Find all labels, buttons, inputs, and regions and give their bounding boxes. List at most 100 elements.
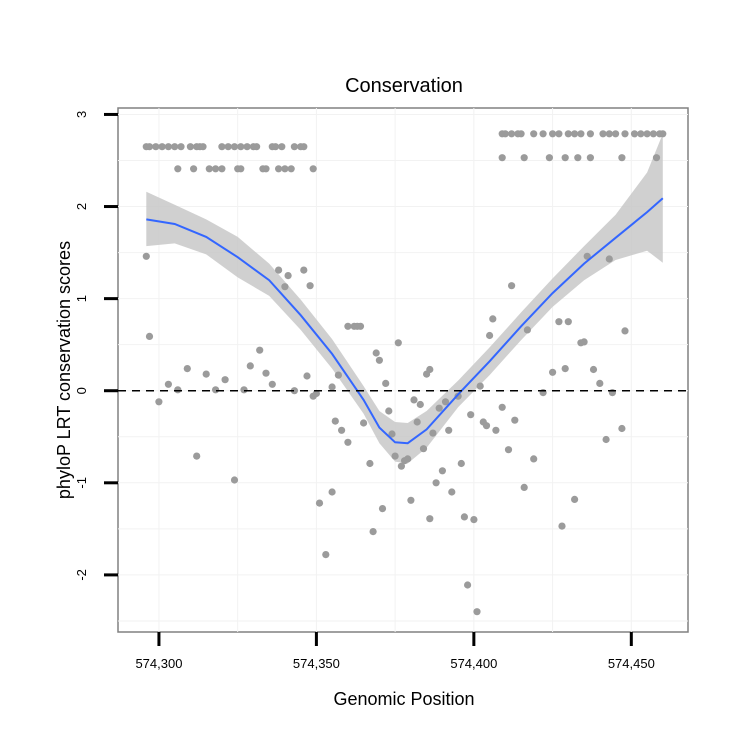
data-point [174, 386, 182, 394]
data-point [564, 318, 572, 326]
data-point [637, 130, 645, 138]
data-point [539, 130, 547, 138]
data-point [306, 282, 314, 290]
x-tick-label: 574,450 [608, 656, 655, 671]
data-point [621, 130, 629, 138]
data-point [328, 383, 336, 391]
data-point [186, 143, 194, 151]
data-point [152, 143, 160, 151]
data-point [511, 416, 519, 424]
data-point [580, 338, 588, 346]
data-point [300, 266, 308, 274]
data-point [558, 522, 566, 530]
data-point [344, 438, 352, 446]
data-point [473, 608, 481, 616]
data-point [322, 551, 330, 559]
points-layer [142, 130, 667, 616]
data-point [426, 365, 434, 374]
data-point [596, 379, 604, 387]
data-point [618, 154, 626, 162]
data-point [445, 426, 453, 434]
data-point [212, 386, 220, 394]
data-point [464, 581, 472, 589]
x-tick-label: 574,300 [135, 656, 182, 671]
data-point [256, 346, 264, 354]
data-point [489, 315, 497, 323]
data-point [142, 252, 150, 260]
data-point [275, 266, 283, 274]
data-point [577, 130, 585, 138]
data-point [659, 130, 667, 138]
data-point [549, 130, 557, 138]
data-point [315, 499, 324, 507]
data-point [448, 488, 456, 496]
data-point [224, 143, 232, 151]
y-axis-label: phyloP LRT conservation scores [54, 241, 74, 499]
plot-panel [117, 107, 689, 633]
x-tick-label: 574,350 [293, 656, 340, 671]
data-point [416, 400, 424, 409]
data-point [454, 392, 462, 400]
y-tick-label: -2 [74, 569, 89, 581]
data-point [561, 154, 569, 162]
data-point [366, 459, 374, 468]
data-point [328, 488, 336, 496]
data-point [356, 322, 365, 330]
data-point [508, 130, 516, 138]
data-point [460, 513, 468, 521]
data-point [571, 130, 579, 138]
data-point [586, 154, 595, 162]
data-point [164, 380, 172, 388]
data-point [284, 272, 292, 280]
y-tick-label: 2 [74, 203, 89, 210]
data-point [476, 382, 484, 390]
data-point [429, 429, 437, 437]
data-point [262, 165, 270, 173]
data-point [253, 143, 261, 151]
data-point [262, 369, 270, 377]
data-point [278, 143, 286, 151]
data-point [564, 130, 572, 138]
data-point [517, 130, 525, 138]
data-point [561, 365, 569, 373]
data-point [246, 362, 254, 370]
y-tick-label: 1 [74, 295, 89, 302]
data-point [145, 332, 154, 340]
data-point [467, 411, 475, 419]
y-tick-label: -1 [74, 477, 89, 489]
data-point [530, 455, 538, 463]
data-point [574, 154, 582, 162]
data-point [275, 165, 283, 173]
data-point [545, 154, 554, 162]
data-point [419, 445, 428, 453]
data-point [237, 143, 245, 151]
data-point [602, 435, 610, 444]
data-point [618, 424, 626, 433]
data-point [155, 398, 163, 406]
data-point [174, 165, 182, 173]
data-point [221, 376, 229, 384]
data-point [230, 476, 239, 484]
data-point [432, 479, 440, 487]
data-point [555, 318, 563, 326]
y-tick-label: 3 [74, 111, 89, 118]
data-point [312, 389, 320, 398]
data-point [394, 339, 402, 347]
data-point [212, 165, 220, 173]
data-point [397, 462, 405, 470]
data-point [303, 372, 311, 380]
data-point [410, 396, 418, 404]
y-tick-label: 0 [74, 387, 89, 394]
data-point [243, 143, 251, 151]
data-point [571, 495, 579, 503]
data-point [643, 130, 651, 138]
data-point [586, 130, 595, 138]
data-point [630, 130, 639, 138]
data-point [360, 419, 368, 427]
data-point [501, 130, 509, 138]
data-point [193, 452, 201, 460]
data-point [290, 143, 298, 151]
data-point [177, 143, 185, 151]
data-point [158, 143, 166, 151]
